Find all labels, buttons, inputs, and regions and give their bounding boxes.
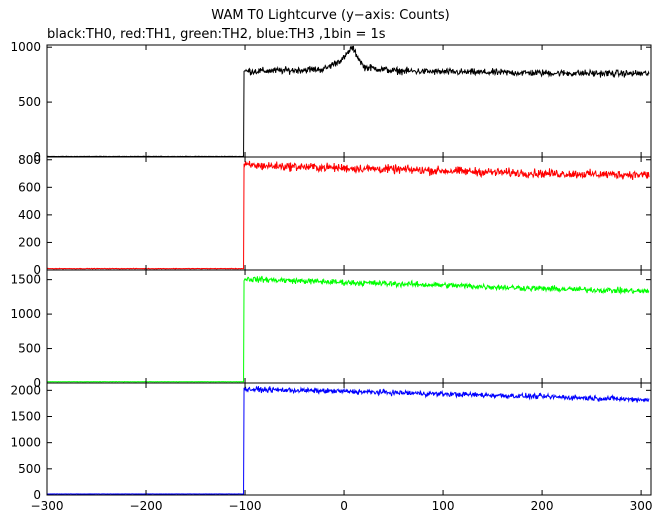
panel-frame-1 xyxy=(47,45,651,157)
y-tick-label: 400 xyxy=(18,208,41,222)
series-line-th0 xyxy=(47,46,649,157)
y-tick-label: 2000 xyxy=(10,383,41,397)
series-line-th2 xyxy=(47,276,649,382)
x-tick-label: −200 xyxy=(130,499,163,513)
y-tick-label: 500 xyxy=(18,342,41,356)
series-line-th3 xyxy=(47,386,649,494)
y-tick-label: 1000 xyxy=(10,40,41,54)
panel-frame-3 xyxy=(47,270,651,383)
y-tick-label: 800 xyxy=(18,153,41,167)
x-tick-label: 0 xyxy=(340,499,348,513)
y-tick-label: 600 xyxy=(18,180,41,194)
y-tick-label: 500 xyxy=(18,95,41,109)
y-tick-label: 1500 xyxy=(10,273,41,287)
y-tick-label: 1000 xyxy=(10,436,41,450)
y-tick-label: 1000 xyxy=(10,307,41,321)
y-tick-label: 1500 xyxy=(10,409,41,423)
x-tick-label: 300 xyxy=(630,499,653,513)
y-tick-label: 200 xyxy=(18,235,41,249)
x-tick-label: −300 xyxy=(31,499,64,513)
x-tick-label: 200 xyxy=(531,499,554,513)
y-tick-label: 500 xyxy=(18,462,41,476)
x-tick-label: 100 xyxy=(432,499,455,513)
series-line-th1 xyxy=(47,161,649,269)
x-tick-label: −100 xyxy=(229,499,262,513)
panel-frame-4 xyxy=(47,383,651,495)
